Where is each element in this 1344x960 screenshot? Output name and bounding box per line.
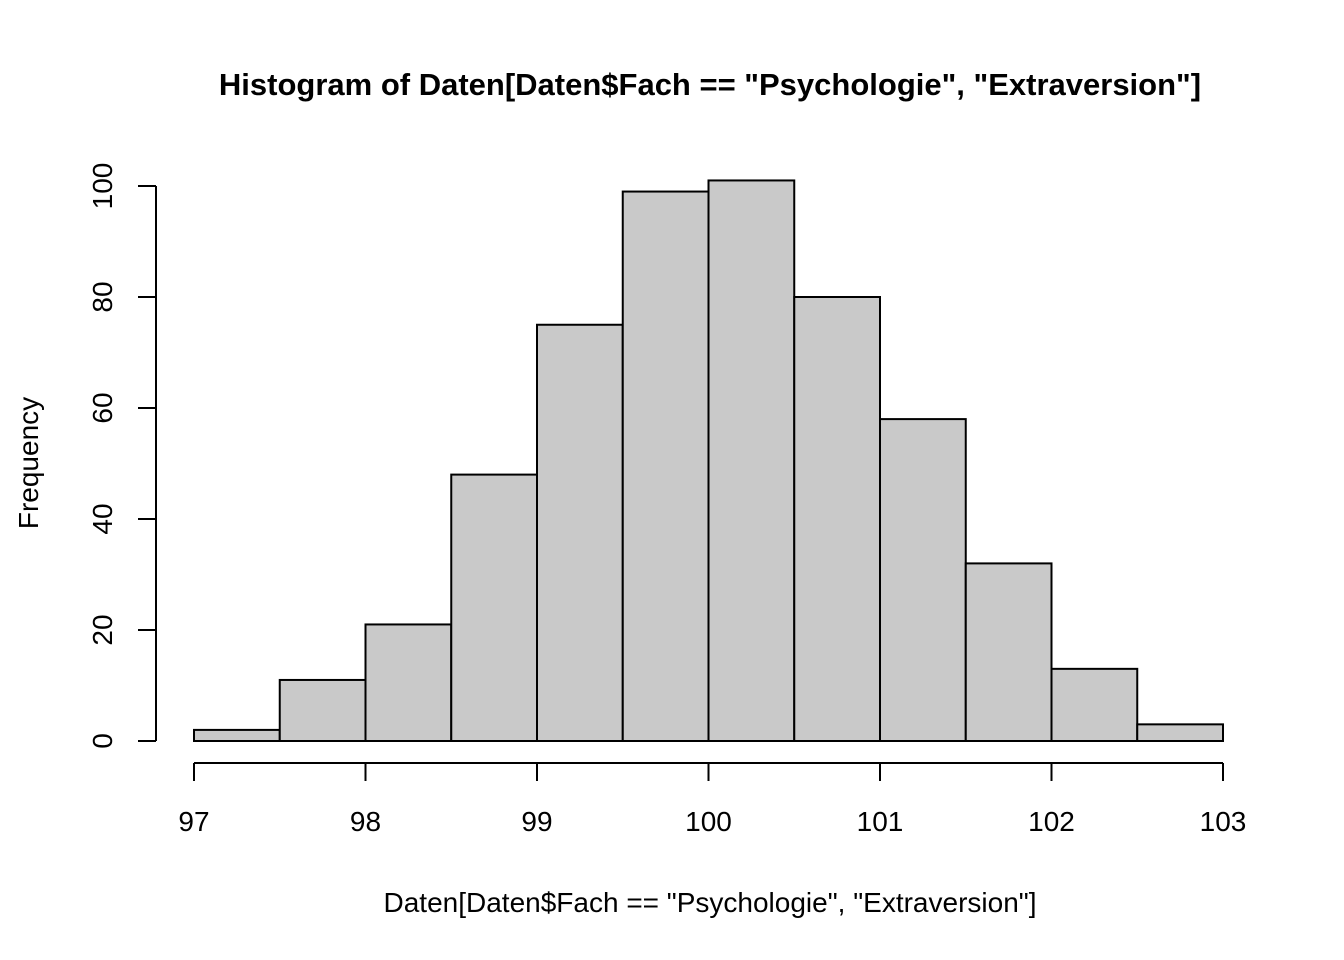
x-tick-label: 101 bbox=[857, 806, 904, 837]
x-axis-label: Daten[Daten$Fach == "Psychologie", "Extr… bbox=[384, 887, 1037, 918]
axes-layer: 0 20 40 60 80 100 97 98 99 100 101 102 103 bbox=[87, 163, 1246, 837]
y-tick-label: 100 bbox=[87, 163, 118, 210]
histogram-bar bbox=[450, 473, 538, 742]
y-tick-label: 60 bbox=[87, 392, 118, 423]
histogram-bar bbox=[193, 728, 281, 743]
y-tick-label: 0 bbox=[87, 733, 118, 749]
x-tick-label: 100 bbox=[685, 806, 732, 837]
histogram-bar bbox=[964, 562, 1053, 743]
histogram-bar bbox=[793, 296, 881, 742]
y-tick-label: 40 bbox=[87, 503, 118, 534]
chart-title: Histogram of Daten[Daten$Fach == "Psycho… bbox=[219, 67, 1201, 102]
histogram-bar bbox=[536, 323, 624, 742]
histogram-bar bbox=[364, 623, 453, 743]
histogram-bar bbox=[1050, 667, 1139, 742]
histogram-bar bbox=[278, 678, 367, 743]
y-tick-label: 20 bbox=[87, 614, 118, 645]
x-tick-label: 103 bbox=[1200, 806, 1247, 837]
x-tick-label: 102 bbox=[1028, 806, 1075, 837]
x-tick-label: 98 bbox=[350, 806, 381, 837]
histogram-bar bbox=[1136, 723, 1224, 742]
bars-layer bbox=[193, 179, 1224, 743]
histogram-bar bbox=[879, 418, 967, 742]
y-tick-label: 80 bbox=[87, 281, 118, 312]
y-axis-label: Frequency bbox=[13, 397, 44, 529]
x-tick-label: 99 bbox=[521, 806, 552, 837]
histogram-bar bbox=[707, 179, 796, 742]
histogram-bar bbox=[621, 190, 710, 743]
x-tick-label: 97 bbox=[178, 806, 209, 837]
